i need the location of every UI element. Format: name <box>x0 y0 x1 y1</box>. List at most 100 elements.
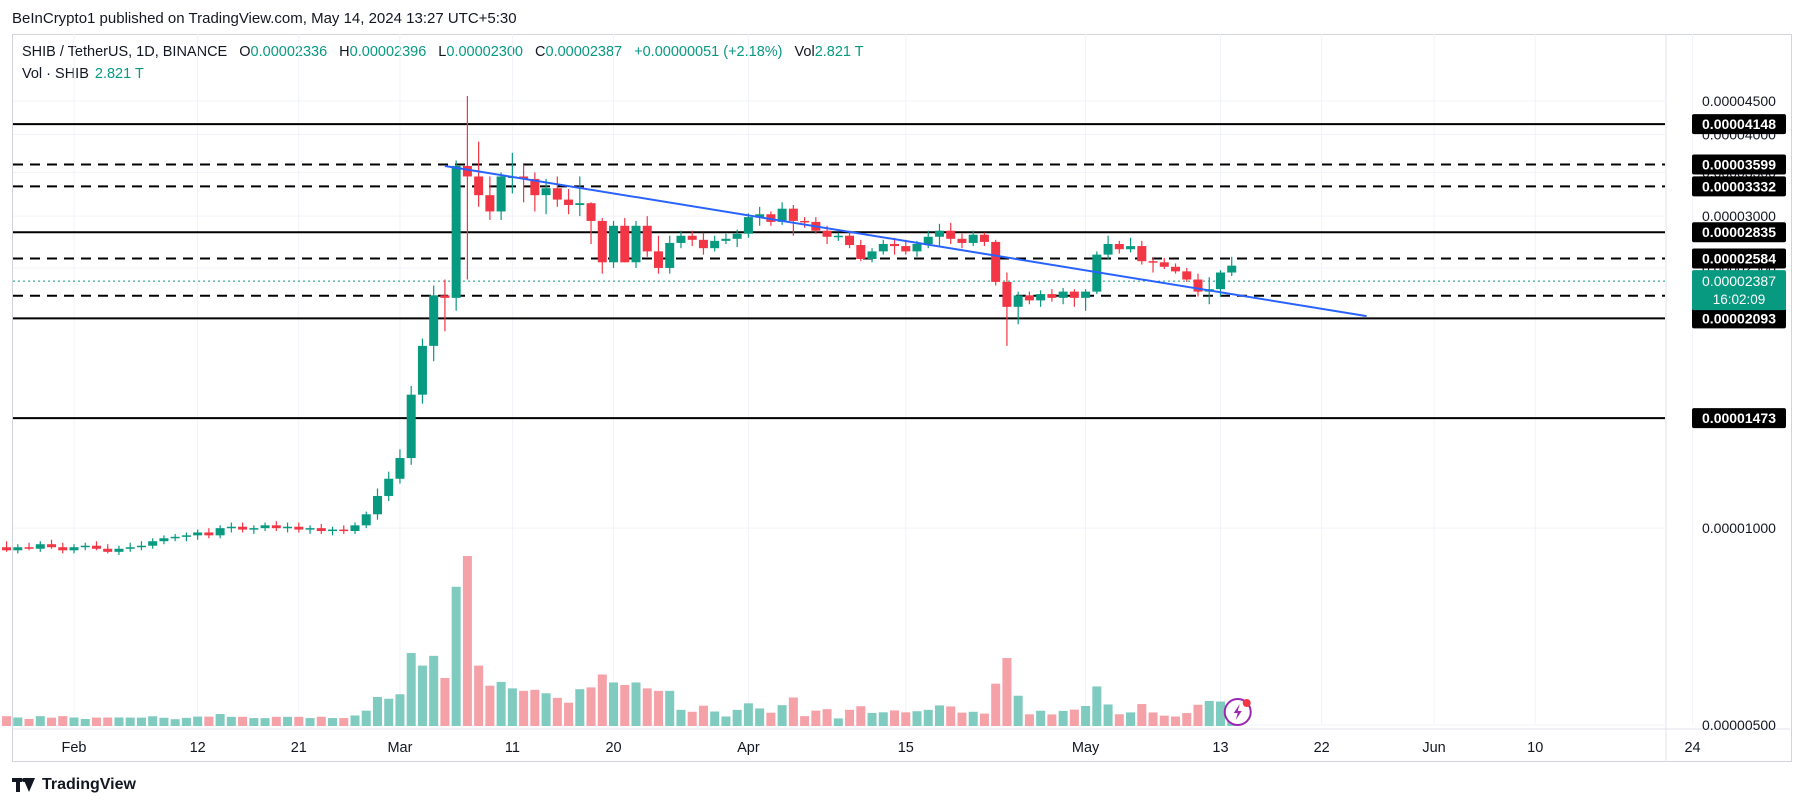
candle-body <box>80 545 90 548</box>
volume-bar <box>721 716 731 726</box>
candle-body <box>912 243 922 252</box>
volume-bar <box>24 718 34 726</box>
volume-bar <box>114 717 124 726</box>
time-tick-label: 10 <box>1527 740 1543 756</box>
candle-body <box>575 203 585 206</box>
candle-body <box>1002 281 1012 307</box>
volume-bar <box>271 716 281 726</box>
close-label: C <box>535 44 546 60</box>
volume-bar <box>1036 710 1046 726</box>
candle-body <box>845 235 855 246</box>
level-price-tag <box>1692 154 1786 175</box>
volume-bar <box>80 718 90 726</box>
volume-bar <box>878 712 888 726</box>
price-tick-label: 0.00000500 <box>1702 717 1776 733</box>
volume-bar <box>417 665 427 726</box>
volume-bar <box>552 697 562 726</box>
volume-bar <box>136 717 146 726</box>
volume-bar <box>519 690 529 726</box>
candle-body <box>485 195 495 212</box>
level-price-tag <box>1692 114 1786 135</box>
candle-body <box>125 547 135 549</box>
tradingview-brand: TradingView <box>42 776 136 793</box>
time-tick-label: 15 <box>898 740 914 756</box>
candle-body <box>440 295 450 298</box>
candle-body <box>586 203 596 221</box>
candle-body <box>1036 294 1046 301</box>
candle-body <box>991 241 1001 282</box>
volume-bar <box>1081 705 1091 726</box>
volume-bar <box>1024 714 1034 726</box>
volume-bar <box>901 712 911 726</box>
candle-body <box>136 545 146 548</box>
volume-bar <box>215 714 225 726</box>
candle-body <box>1024 295 1034 301</box>
candle-body <box>609 225 619 263</box>
candle-body <box>47 544 57 548</box>
candle-body <box>519 176 529 179</box>
candle-body <box>755 214 765 218</box>
time-tick-label: May <box>1072 740 1100 756</box>
candle-body <box>316 528 326 532</box>
volume-bar <box>890 710 900 726</box>
volume-bar <box>474 665 484 726</box>
volume-bar <box>1047 714 1057 726</box>
volume-bar <box>1215 701 1225 726</box>
volume-bar <box>642 688 652 726</box>
candle-body <box>631 225 641 263</box>
open-value: 0.00002336 <box>250 44 328 60</box>
bar-countdown-label: 16:02:09 <box>1713 292 1766 307</box>
volume-bar <box>743 703 753 726</box>
volume-bar <box>125 717 135 726</box>
volume-bar <box>968 711 978 726</box>
candle-body <box>170 536 180 539</box>
published-line: BeInCrypto1 published on TradingView.com… <box>12 10 517 27</box>
volume-bar <box>384 698 394 726</box>
volume-bar <box>496 681 506 726</box>
volume-bar <box>350 715 360 726</box>
volume-bar <box>777 705 787 726</box>
volume-bar <box>597 674 607 726</box>
candle-body <box>238 526 248 530</box>
volume-indicator-label: Vol · SHIB <box>22 66 89 82</box>
candle-body <box>1193 279 1203 292</box>
candle-body <box>462 165 472 177</box>
volume-bar <box>69 717 79 726</box>
candle-body <box>35 544 45 549</box>
volume-bar <box>238 716 248 726</box>
candle-body <box>372 495 382 515</box>
symbol-label: SHIB / TetherUS, 1D, BINANCE <box>22 44 228 60</box>
candle-body <box>1148 261 1158 263</box>
time-tick-label: Mar <box>387 740 412 756</box>
volume-bar <box>1148 712 1158 726</box>
candle-body <box>901 246 911 252</box>
candle-body <box>946 230 956 239</box>
volume-bar <box>1193 704 1203 726</box>
open-label: O <box>239 44 251 60</box>
volume-bar <box>845 709 855 726</box>
candle-body <box>564 199 574 206</box>
candle-body <box>204 532 214 536</box>
low-label: L <box>438 44 447 60</box>
lightning-bolt-icon <box>1233 704 1242 720</box>
candle-body <box>406 394 416 459</box>
volume-bar <box>800 716 810 726</box>
candle-body <box>294 526 304 530</box>
time-tick-label: 12 <box>190 740 206 756</box>
volume-bar <box>946 706 956 726</box>
level-price-tag <box>1692 408 1786 429</box>
volume-bar <box>710 711 720 726</box>
current-price-label: 0.00002387 <box>1702 273 1776 289</box>
candle-body <box>305 528 315 530</box>
candle-body <box>867 251 877 259</box>
time-tick-label: Jun <box>1422 740 1445 756</box>
candle-body <box>271 525 281 529</box>
price-tick-label: 0.00001000 <box>1702 520 1776 536</box>
volume-bar <box>620 685 630 726</box>
volume-bar <box>35 716 45 726</box>
volume-bar <box>957 712 967 726</box>
volume-bar <box>361 710 371 726</box>
candle-body <box>1047 294 1057 298</box>
volume-bar <box>193 716 203 726</box>
